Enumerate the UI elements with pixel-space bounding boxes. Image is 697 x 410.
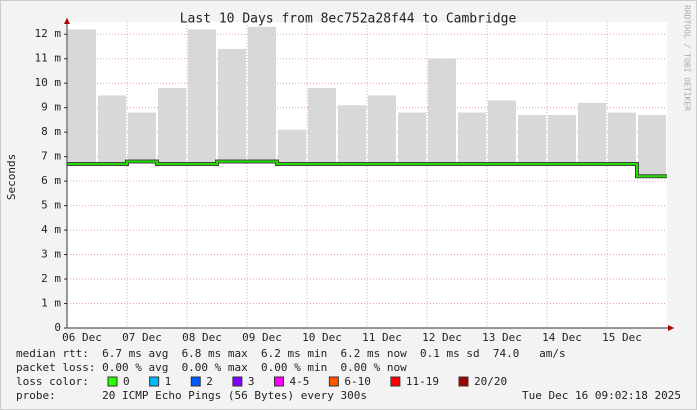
loss-swatch xyxy=(458,376,469,387)
smoke xyxy=(428,58,456,164)
y-tick-label: 1 m xyxy=(41,297,61,310)
probe: probe: 20 ICMP Echo Pings (56 Bytes) eve… xyxy=(16,389,367,402)
x-tick-label: 07 Dec xyxy=(122,331,162,344)
smoke xyxy=(518,115,546,164)
loss-label: 3 xyxy=(248,375,255,388)
y-tick-label: 5 m xyxy=(41,199,61,212)
x-arrow xyxy=(668,325,674,331)
packet-loss: packet loss: 0.00 % avg 0.00 % max 0.00 … xyxy=(16,361,407,374)
loss-swatch xyxy=(390,376,401,387)
loss-swatch xyxy=(274,376,284,387)
x-tick-label: 10 Dec xyxy=(302,331,342,344)
y-tick-label: 7 m xyxy=(41,150,61,163)
smoke xyxy=(188,29,216,164)
smoke xyxy=(248,26,276,162)
y-axis-label: Seconds xyxy=(5,154,18,200)
smoke xyxy=(308,88,336,164)
x-tick-label: 08 Dec xyxy=(182,331,222,344)
y-tick-label: 4 m xyxy=(41,223,61,236)
loss-swatch xyxy=(107,376,118,387)
watermark: RRDTOOL / TOBI OETIKER xyxy=(683,5,692,111)
timestamp: Tue Dec 16 09:02:18 2025 xyxy=(522,389,681,402)
x-tick-label: 11 Dec xyxy=(362,331,402,344)
loss-swatch xyxy=(149,376,160,387)
smoke xyxy=(488,100,516,164)
chart-title: Last 10 Days from 8ec752a28f44 to Cambri… xyxy=(180,12,517,27)
y-arrow xyxy=(64,18,70,24)
loss-label: 1 xyxy=(165,375,172,388)
smoke xyxy=(278,129,306,164)
y-tick-label: 6 m xyxy=(41,174,61,187)
y-tick-label: 12 m xyxy=(35,27,62,40)
loss-label: 0 xyxy=(123,375,130,388)
loss-label: 4-5 xyxy=(290,375,310,388)
x-tick-label: 15 Dec xyxy=(602,331,642,344)
smoke xyxy=(548,115,576,164)
loss-label: 20/20 xyxy=(474,375,507,388)
y-tick-label: 3 m xyxy=(41,248,61,261)
smoke xyxy=(578,102,606,164)
y-tick-label: 8 m xyxy=(41,125,61,138)
smoke xyxy=(398,112,426,164)
smoke xyxy=(608,112,636,164)
loss-swatch xyxy=(232,376,243,387)
median-line xyxy=(67,160,667,178)
x-tick-label: 12 Dec xyxy=(422,331,462,344)
loss-label: 11-19 xyxy=(406,375,439,388)
y-tick-label: 11 m xyxy=(35,52,62,65)
x-tick-label: 14 Dec xyxy=(542,331,582,344)
x-tick-label: 13 Dec xyxy=(482,331,522,344)
x-tick-label: 06 Dec xyxy=(62,331,102,344)
loss-label: 6-10 xyxy=(344,375,371,388)
loss-swatch xyxy=(190,376,201,387)
smoke xyxy=(338,105,366,164)
smoke xyxy=(68,29,96,164)
smoke xyxy=(368,95,396,164)
smoke xyxy=(218,48,246,162)
smoke xyxy=(638,115,666,177)
loss-label: 2 xyxy=(206,375,213,388)
plot: 0 1 m 2 m 3 m 4 m 5 m 6 m 7 m 8 m 9 m 10 m 11 m 12 m… xyxy=(35,22,667,344)
y-tick-label: 2 m xyxy=(41,272,61,285)
smoke xyxy=(158,88,186,164)
loss-legend: 0 1 2 3 4-5 6-10 11-19 20/20 xyxy=(107,375,507,388)
y-tick-label: 0 xyxy=(54,321,61,334)
loss-color-label: loss color: xyxy=(16,375,89,388)
median-rtt: median rtt: 6.7 ms avg 6.8 ms max 6.2 ms… xyxy=(16,347,566,360)
smoke xyxy=(98,95,126,164)
y-tick-label: 10 m xyxy=(35,76,62,89)
smoke xyxy=(458,112,486,164)
smoke xyxy=(128,112,156,162)
y-tick-label: 9 m xyxy=(41,101,61,114)
loss-swatch xyxy=(328,376,339,387)
x-tick-label: 09 Dec xyxy=(242,331,282,344)
